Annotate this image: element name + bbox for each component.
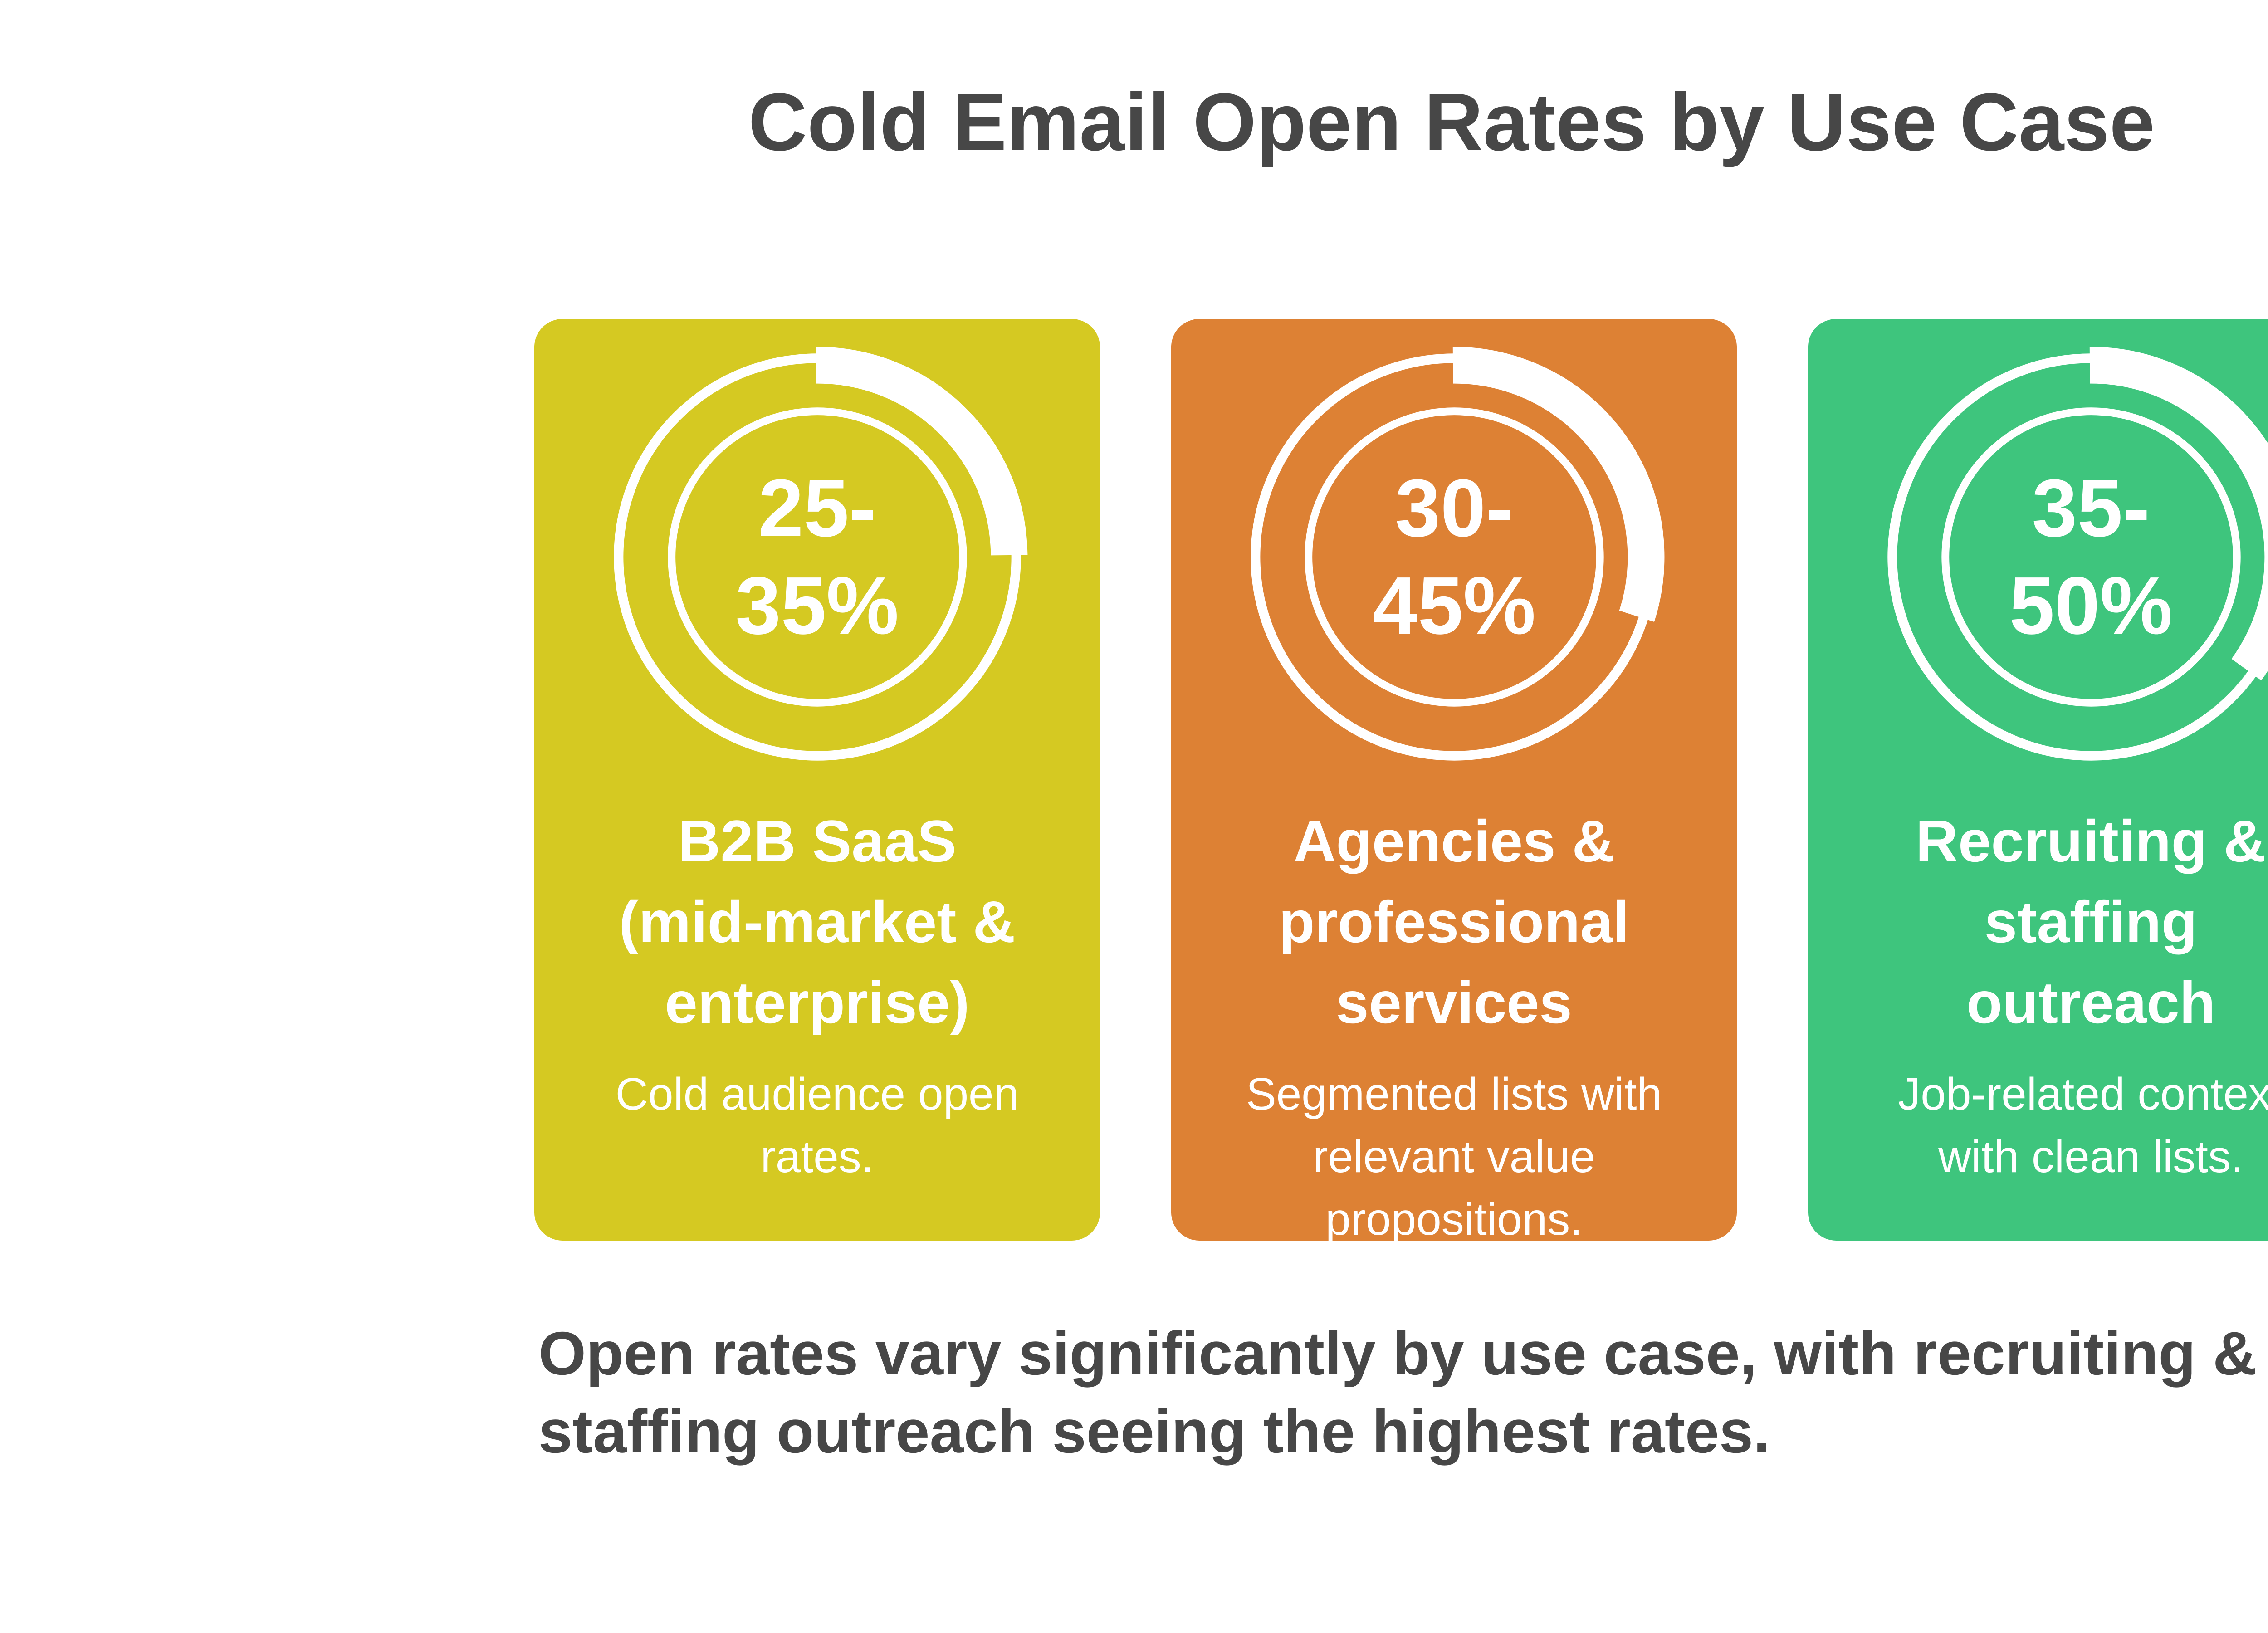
card-agencies: 30- 45% Agencies & professional services… [1171, 319, 1737, 1245]
ring-inner-circle [1304, 407, 1604, 707]
card-description: Job-related context with clean lists. [1898, 1069, 2268, 1182]
donut-chart-recruiting [1876, 342, 2268, 772]
summary-text: Open rates vary significantly by use cas… [538, 1319, 2257, 1466]
ring-progress-arc [607, 347, 1027, 768]
ring-inner-circle [1941, 407, 2241, 707]
donut-ring-svg [1881, 347, 2268, 768]
card-title: Recruiting & staffing outreach [1916, 808, 2266, 1036]
card-title: B2B SaaS (mid-market & enterprise) [619, 808, 1016, 1036]
ring-inner-circle [667, 407, 967, 707]
card-description: Cold audience open rates. [615, 1069, 1019, 1182]
card-recruiting: 35- 50% Recruiting & staffing outreach J… [1808, 319, 2268, 1241]
ring-progress-arc [1244, 347, 1664, 768]
range-value-label: 35- 50% [2009, 463, 2173, 651]
range-value-label: 30- 45% [1372, 463, 1536, 651]
card-title: Agencies & professional services [1279, 808, 1629, 1036]
donut-ring-svg [1244, 347, 1664, 768]
use-case-cards: 25- 35% B2B SaaS (mid-market & enterpris… [534, 319, 2268, 1245]
card-description: Segmented lists with relevant value prop… [1246, 1069, 1662, 1245]
ring-progress-arc [1881, 347, 2268, 768]
donut-chart-agencies [1239, 342, 1669, 772]
page-title: Cold Email Open Rates by Use Case [748, 77, 2155, 168]
range-value-label: 25- 35% [735, 463, 899, 651]
donut-chart-b2b-saas [602, 342, 1032, 772]
donut-ring-svg [607, 347, 1027, 768]
card-b2b-saas: 25- 35% B2B SaaS (mid-market & enterpris… [534, 319, 1100, 1241]
